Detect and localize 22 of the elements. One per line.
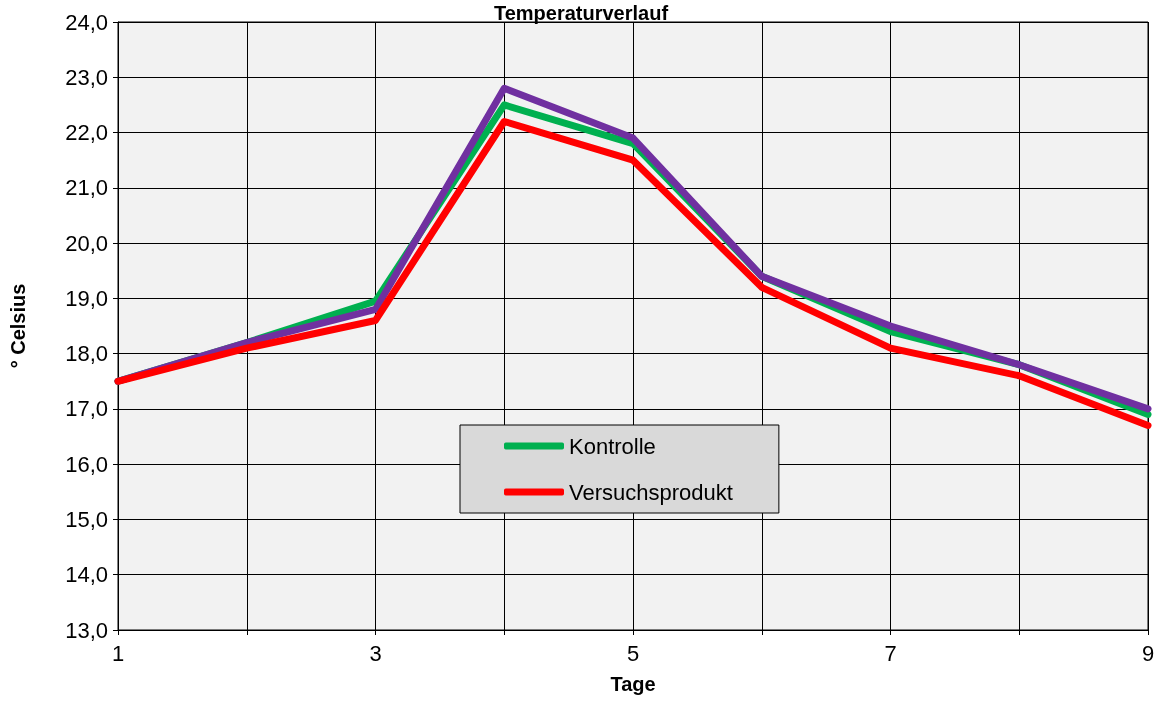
y-tick-label: 22,0 [65,120,108,146]
y-tick-label: 13,0 [65,617,108,643]
y-tick-label: 23,0 [65,64,108,90]
x-tick-label: 1 [111,640,125,666]
legend-label: Kontrolle [569,433,656,459]
x-axis-title: Tage [610,673,656,695]
legend-label: Versuchsprodukt [569,479,733,505]
x-tick-label: 7 [884,640,897,666]
y-tick-label: 16,0 [65,451,108,477]
y-tick-label: 19,0 [65,285,108,311]
y-tick-label: 24,0 [65,9,108,35]
y-axis-title: ° Celsius [7,283,29,369]
x-tick-label: 3 [369,640,382,666]
y-tick-label: 14,0 [65,562,108,588]
y-tick-label: 17,0 [65,396,108,422]
y-tick-label: 21,0 [65,175,108,201]
y-tick-label: 15,0 [65,506,108,532]
chart-title: Temperaturverlauf [493,2,669,24]
x-tick-label: 9 [1141,640,1155,666]
y-tick-label: 20,0 [65,230,108,256]
y-tick-label: 18,0 [65,341,108,367]
x-tick-label: 5 [626,640,640,666]
